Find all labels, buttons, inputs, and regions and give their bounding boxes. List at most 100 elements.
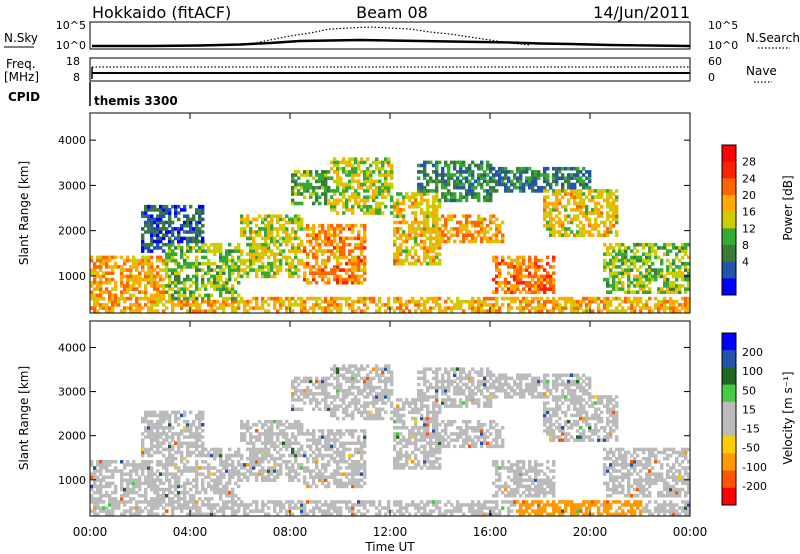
scatter-cell [192,450,196,455]
scatter-cell [348,173,352,177]
scatter-cell [309,438,313,442]
scatter-cell [273,447,277,452]
scatter-cell [180,303,184,307]
scatter-cell [318,233,322,237]
scatter-cell [162,227,166,231]
scatter-cell [369,176,373,180]
scatter-cell [192,435,196,439]
scatter-cell [228,447,232,452]
scatter-cell [171,460,175,464]
scatter-cell [525,268,529,272]
scatter-cell [225,296,229,301]
scatter-cell [219,277,223,282]
scatter-cell [576,195,580,199]
scatter-cell [300,392,304,396]
scatter-cell [108,306,112,310]
scatter-cell [318,185,322,190]
scatter-cell [282,230,286,234]
scatter-cell [165,494,169,498]
scatter-cell [480,309,484,313]
scatter-cell [177,435,181,439]
scatter-cell [432,223,436,228]
scatter-cell [306,385,310,390]
scatter-cell [594,227,598,231]
scatter-cell [483,189,487,193]
scatter-cell [141,236,145,241]
scatter-cell [177,261,181,266]
scatter-cell [261,242,265,247]
scatter-cell [159,220,163,225]
scatter-cell [399,214,403,218]
scatter-cell [312,277,316,282]
scatter-cell [393,299,397,304]
scatter-cell [111,481,115,486]
scatter-cell [156,303,160,307]
scatter-cell [435,255,439,260]
scatter-cell [207,280,211,285]
scatter-cell [354,274,358,279]
scatter-cell [372,296,376,301]
scatter-cell [534,290,538,294]
scatter-cell [156,299,160,304]
scatter-cell [339,441,343,445]
scatter-cell [441,166,445,171]
scatter-cell [345,277,349,282]
scatter-cell [588,185,592,190]
scatter-cell [492,277,496,282]
scatter-cell [108,309,112,313]
scatter-cell [240,426,244,430]
scatter-cell [513,258,517,263]
scatter-cell [183,284,187,288]
scatter-cell [543,284,547,288]
scatter-cell [516,280,520,285]
scatter-cell [429,189,433,193]
scatter-cell [519,271,523,275]
scatter-cell [279,429,283,433]
scatter-cell [183,413,187,418]
scatter-cell [429,227,433,231]
scatter-cell [321,170,325,174]
scatter-cell [426,173,430,177]
scatter-cell [105,475,109,479]
scatter-cell [438,303,442,307]
scatter-cell [609,195,613,199]
scatter-cell [174,432,178,436]
scatter-cell [261,472,265,476]
scatter-cell [336,280,340,285]
scatter-cell [324,198,328,203]
scatter-cell [573,233,577,237]
scatter-cell [489,306,493,310]
scatter-cell [600,220,604,225]
scatter-cell [99,469,103,473]
scatter-cell [195,466,199,470]
scatter-cell [231,453,235,458]
scatter-cell [567,233,571,237]
scatter-cell [258,214,262,218]
scatter-cell [318,469,322,473]
scatter-cell [555,208,559,212]
scatter-cell [495,223,499,228]
scatter-cell [153,287,157,291]
scatter-cell [225,490,229,495]
scatter-cell [258,306,262,310]
scatter-cell [504,173,508,177]
scatter-cell [561,309,565,313]
scatter-cell [315,404,319,408]
scatter-cell [216,299,220,304]
scatter-cell [666,290,670,294]
scatter-cell [279,423,283,427]
scatter-cell [324,236,328,241]
scatter-cell [120,271,124,275]
scatter-cell [525,179,529,184]
scatter-cell [483,179,487,184]
scatter-cell [411,220,415,225]
scatter-cell [489,309,493,313]
scatter-cell [90,500,94,504]
scatter-cell [546,204,550,209]
scatter-cell [183,296,187,301]
scatter-cell [141,472,145,476]
scatter-cell [147,217,151,222]
scatter-cell [198,453,202,458]
scatter-cell [561,233,565,237]
scatter-cell [288,472,292,476]
